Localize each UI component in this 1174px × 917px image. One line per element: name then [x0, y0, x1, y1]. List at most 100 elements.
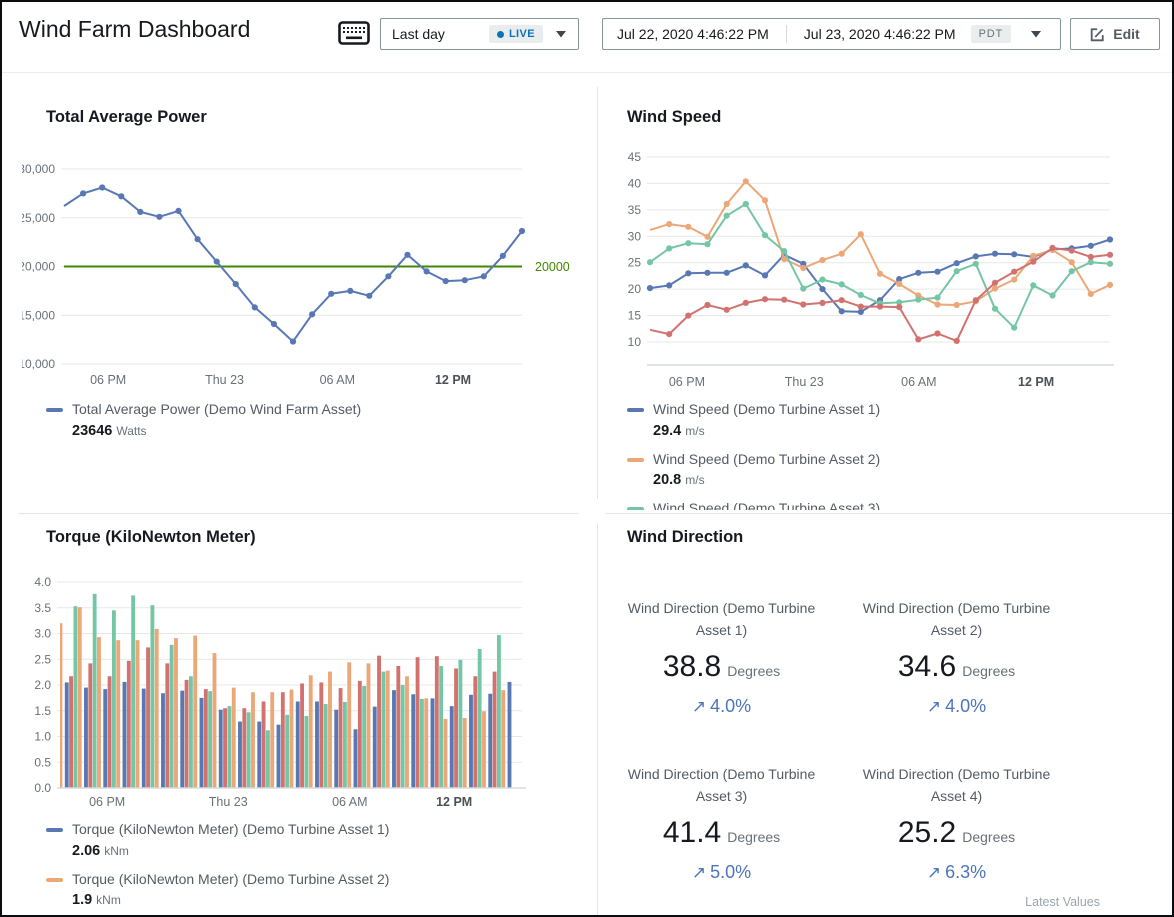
torque-legend: Torque (KiloNewton Meter) (Demo Turbine … [46, 821, 576, 915]
legend-item: Wind Speed (Demo Turbine Asset 1) 29.4 m/s [627, 401, 1157, 439]
kpi-unit: Degrees [962, 663, 1016, 680]
trend-up-arrow-icon: ↗ [691, 697, 707, 717]
svg-text:15: 15 [628, 309, 642, 323]
svg-text:06 PM: 06 PM [90, 373, 126, 387]
svg-text:20000: 20000 [535, 260, 570, 274]
legend-item: Wind Speed (Demo Turbine Asset 2) 20.8 m/s [627, 451, 1157, 489]
series-color-dash-icon [46, 828, 63, 832]
svg-text:06 PM: 06 PM [89, 795, 125, 809]
total-average-power-legend: Total Average Power (Demo Wind Farm Asse… [46, 401, 576, 501]
edit-pencil-icon [1091, 27, 1104, 41]
page-title: Wind Farm Dashboard [19, 16, 251, 42]
legend-text: Wind Speed (Demo Turbine Asset 2) 20.8 m/s [653, 451, 880, 489]
date-range-end: Jul 23, 2020 4:46:22 PM [803, 26, 956, 42]
kpi-cell: Wind Direction (Demo Turbine Asset 4) 25.… [839, 758, 1074, 915]
total-average-power-line-chart: 10,000 15,000 20,000 25,000 30,000 06 PM Thu 2… [22, 162, 570, 387]
svg-text:30,000: 30,000 [22, 162, 55, 176]
vertical-divider-bottom [597, 523, 598, 915]
date-range-start: Jul 22, 2020 4:46:22 PM [617, 26, 769, 42]
kpi-value-row: 25.2 Degrees [839, 816, 1074, 850]
series-color-dash-icon [627, 507, 644, 510]
legend-value-number: 2.06 [72, 842, 101, 859]
edit-button-label: Edit [1113, 26, 1140, 42]
header-divider [2, 72, 1172, 73]
svg-text:06 AM: 06 AM [901, 375, 936, 389]
wind-speed-legend: Wind Speed (Demo Turbine Asset 1) 29.4 m/s… [627, 401, 1157, 510]
svg-text:10,000: 10,000 [22, 357, 55, 371]
svg-text:3.0: 3.0 [34, 627, 51, 641]
latest-values-label: Latest Values [1025, 895, 1100, 909]
kpi-trend: ↗ 4.0% [839, 696, 1074, 717]
kpi-value-row: 41.4 Degrees [604, 816, 839, 850]
svg-text:3.5: 3.5 [34, 601, 51, 615]
legend-latest-value: 20.8 m/s [653, 472, 880, 488]
svg-text:25: 25 [628, 256, 642, 270]
caret-down-icon [556, 31, 566, 38]
kpi-trend: ↗ 5.0% [604, 862, 839, 883]
kpi-label: Wind Direction (Demo Turbine Asset 1) [627, 600, 816, 638]
wind-direction-kpi-grid: Wind Direction (Demo Turbine Asset 1) 38.… [604, 592, 1074, 915]
svg-text:15,000: 15,000 [22, 308, 55, 322]
vertical-divider-top [597, 87, 598, 499]
legend-latest-value: 1.9 kNm [72, 892, 389, 908]
kpi-trend-value: 6.3% [945, 862, 987, 883]
live-badge: LIVE [488, 25, 543, 43]
timezone-badge: PDT [970, 25, 1011, 43]
svg-text:35: 35 [628, 203, 642, 217]
svg-text:4.0: 4.0 [34, 575, 51, 589]
legend-item: Torque (KiloNewton Meter) (Demo Turbine … [46, 871, 576, 909]
legend-value-unit: Watts [116, 423, 147, 438]
trend-up-arrow-icon: ↗ [691, 863, 707, 883]
kpi-trend: ↗ 4.0% [604, 696, 839, 717]
date-range-picker[interactable]: Jul 22, 2020 4:46:22 PM Jul 23, 2020 4:4… [602, 18, 1061, 50]
series-color-dash-icon [627, 408, 644, 412]
kpi-trend-value: 4.0% [945, 696, 987, 717]
kpi-value: 38.8 [662, 650, 722, 684]
kpi-trend-value: 4.0% [710, 696, 752, 717]
svg-text:Thu 23: Thu 23 [209, 795, 248, 809]
legend-value-unit: m/s [685, 473, 705, 487]
legend-text: Torque (KiloNewton Meter) (Demo Turbine … [72, 871, 389, 909]
kpi-cell: Wind Direction (Demo Turbine Asset 3) 41.… [604, 758, 839, 915]
legend-series-name: Total Average Power (Demo Wind Farm Asse… [72, 401, 362, 417]
date-range-separator [785, 25, 787, 43]
svg-text:0.0: 0.0 [34, 781, 51, 795]
legend-latest-value: 29.4 m/s [653, 423, 880, 439]
panel-title-torque: Torque (KiloNewton Meter) [46, 528, 256, 546]
svg-text:2.0: 2.0 [34, 678, 51, 692]
kpi-value: 25.2 [897, 816, 957, 850]
kpi-unit: Degrees [727, 829, 781, 846]
live-dot-icon [496, 30, 504, 38]
legend-value-number: 29.4 [653, 422, 682, 439]
legend-text: Wind Speed (Demo Turbine Asset 1) 29.4 m/s [653, 401, 880, 439]
kpi-trend: ↗ 6.3% [839, 862, 1074, 883]
svg-text:0.5: 0.5 [34, 755, 51, 769]
series-color-dash-icon [46, 408, 63, 412]
svg-text:Thu 23: Thu 23 [205, 373, 244, 387]
legend-value-number: 20.8 [653, 472, 682, 488]
svg-text:45: 45 [628, 150, 642, 164]
edit-button[interactable]: Edit [1070, 18, 1160, 50]
kpi-value-row: 34.6 Degrees [839, 650, 1074, 684]
legend-item: Total Average Power (Demo Wind Farm Asse… [46, 401, 576, 439]
time-range-select[interactable]: Last day LIVE [380, 18, 579, 50]
legend-item: Wind Speed (Demo Turbine Asset 3) [627, 500, 1157, 510]
trend-up-arrow-icon: ↗ [926, 863, 942, 883]
svg-text:10: 10 [628, 335, 642, 349]
legend-text: Total Average Power (Demo Wind Farm Asse… [72, 401, 361, 439]
kpi-label: Wind Direction (Demo Turbine Asset 3) [627, 766, 816, 804]
torque-bar-chart: 0.0 0.5 1.0 1.5 2.0 2.5 3.0 3.5 4.0 06 PM Thu 23 06… [34, 575, 526, 809]
keyboard-shortcuts-button[interactable] [338, 20, 370, 46]
legend-value-unit: kNm [96, 893, 121, 907]
svg-text:06 PM: 06 PM [669, 375, 705, 389]
kpi-value: 34.6 [897, 650, 957, 684]
legend-value-unit: kNm [104, 843, 129, 858]
legend-series-name: Torque (KiloNewton Meter) (Demo Turbine … [72, 821, 390, 837]
legend-series-name: Torque (KiloNewton Meter) (Demo Turbine … [72, 870, 390, 887]
legend-series-name: Wind Speed (Demo Turbine Asset 1) [653, 401, 881, 417]
panel-title-wind-speed: Wind Speed [627, 108, 722, 126]
keyboard-icon [338, 21, 370, 45]
svg-text:06 AM: 06 AM [332, 795, 367, 809]
legend-value-number: 1.9 [72, 892, 93, 908]
kpi-unit: Degrees [962, 829, 1016, 846]
